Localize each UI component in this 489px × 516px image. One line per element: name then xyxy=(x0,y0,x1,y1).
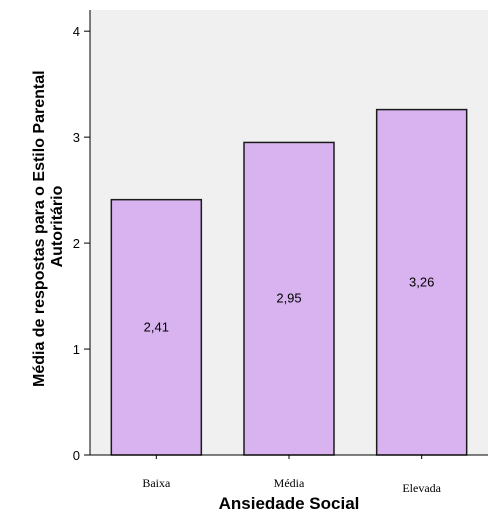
x-tick-label: Média xyxy=(274,476,305,490)
bar-baixa xyxy=(110,198,203,456)
y-tick-label: 0 xyxy=(73,448,80,463)
y-axis-title-line-2: Autoritário xyxy=(49,185,66,267)
y-tick-label: 4 xyxy=(73,24,80,39)
y-tick-label: 3 xyxy=(73,130,80,145)
y-tick-label: 2 xyxy=(73,236,80,251)
data-label: 2,95 xyxy=(276,291,301,306)
x-axis: Baixa Média Elevada xyxy=(90,454,488,495)
x-tick-label: Baixa xyxy=(142,476,171,490)
y-axis-title: Média de respostas para o Estilo Parenta… xyxy=(31,66,66,387)
y-axis-title-line-1: Média de respostas para o Estilo Parenta… xyxy=(31,70,48,387)
x-axis-title: Ansiedade Social xyxy=(219,494,360,513)
data-label: 2,41 xyxy=(144,319,169,334)
bar-elevada xyxy=(375,108,468,456)
y-tick-label: 1 xyxy=(73,342,80,357)
y-axis: 0 1 2 3 4 xyxy=(73,10,91,463)
bars-group xyxy=(110,108,468,456)
data-label: 3,26 xyxy=(409,274,434,289)
x-tick-label: Elevada xyxy=(402,481,441,495)
data-labels-group: 2,41 2,95 3,26 xyxy=(144,274,435,334)
bar-média xyxy=(243,141,335,456)
